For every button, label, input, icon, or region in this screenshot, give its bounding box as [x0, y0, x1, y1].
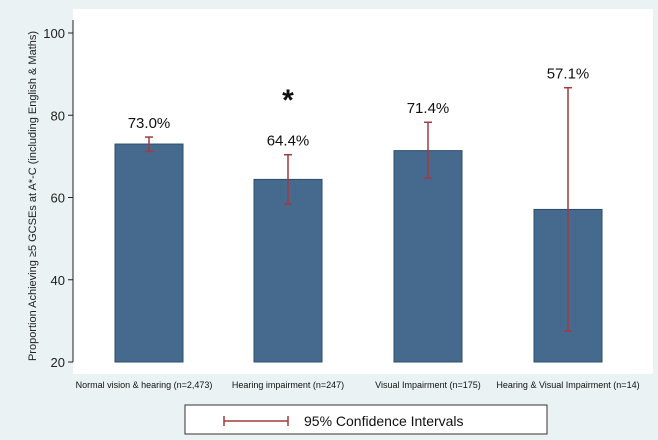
y-tick-label-3: 80 — [51, 108, 65, 123]
x-tick-labels: Normal vision & hearing (n=2,473) Hearing… — [76, 380, 640, 390]
value-label-1: 64.4% — [267, 133, 310, 150]
bars — [114, 143, 603, 363]
y-tick-label-2: 60 — [51, 191, 65, 206]
bar-2 — [393, 150, 463, 363]
legend-box — [184, 404, 548, 435]
x-tick-label-0: Normal vision & hearing (n=2,473) — [76, 380, 213, 390]
annotations: * — [282, 84, 294, 117]
value-label-2: 71.4% — [407, 100, 450, 117]
value-labels: 73.0% 64.4% 71.4% 57.1% — [128, 66, 590, 150]
legend-label: 95% Confidence Intervals — [304, 413, 464, 429]
error-bars — [145, 86, 572, 332]
bar-0 — [114, 143, 184, 363]
value-label-3: 57.1% — [547, 66, 590, 83]
legend: 95% Confidence Intervals — [184, 404, 548, 435]
bar-1 — [253, 178, 323, 363]
significance-asterisk: * — [282, 84, 294, 117]
y-tick-label-1: 40 — [51, 273, 65, 288]
y-tick-label-4: 100 — [43, 26, 65, 41]
y-axis-title: Proportion Achieving ≥5 GCSEs at A*-C (i… — [27, 31, 39, 361]
y-tick-label-0: 20 — [51, 355, 65, 370]
value-label-0: 73.0% — [128, 115, 171, 132]
y-axis: 20 40 60 80 100 — [43, 20, 74, 370]
x-tick-label-3: Hearing & Visual Impairment (n=14) — [496, 380, 639, 390]
x-tick-label-1: Hearing impairment (n=247) — [232, 380, 344, 390]
x-tick-label-2: Visual Impairment (n=175) — [375, 380, 481, 390]
